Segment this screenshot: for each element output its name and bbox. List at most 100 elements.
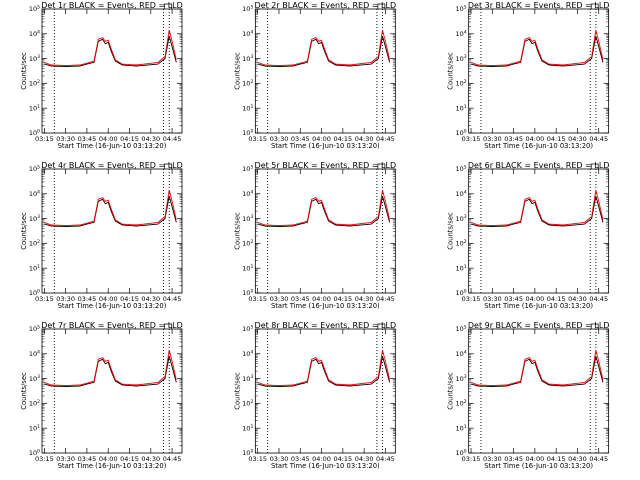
plot-frame [254, 8, 396, 134]
interval-bracket [377, 163, 386, 169]
y-tick-label: 105 [29, 5, 40, 14]
series-line-lld [44, 190, 177, 227]
y-tick-label: 104 [456, 189, 467, 198]
x-tick-label: 04:45 [163, 135, 182, 143]
x-tick-label: 04:00 [99, 455, 118, 463]
interval-bracket [377, 3, 386, 9]
x-tick-label: 04:15 [547, 295, 566, 303]
plot-frame [41, 328, 183, 454]
y-tick-label: 100 [29, 449, 40, 458]
x-tick-label: 03:45 [78, 295, 97, 303]
y-tick-label: 102 [456, 239, 467, 248]
x-tick-label: 03:30 [56, 135, 75, 143]
y-tick-label: 102 [242, 239, 253, 248]
y-tick-label: 105 [29, 325, 40, 334]
chart-title: Det 1r BLACK = Events, RED = LLD [41, 1, 183, 10]
series-line-lld [257, 190, 391, 227]
series-line-events [470, 36, 604, 67]
y-tick-label: 101 [29, 264, 40, 273]
chart-title: Det 5r BLACK = Events, RED = LLD [255, 161, 397, 170]
y-tick-label: 104 [29, 29, 40, 38]
chart-title: Det 2r BLACK = Events, RED = LLD [255, 1, 397, 10]
chart-title: Det 9r BLACK = Events, RED = LLD [468, 321, 610, 330]
x-axis-label: Start Time (16-Jun-10 03:13:20) [484, 462, 593, 470]
y-tick-label: 101 [29, 424, 40, 433]
y-tick-label: 105 [29, 165, 40, 174]
chart-panel: Det 8r BLACK = Events, RED = LLD 100 101 10… [233, 321, 396, 470]
y-axis-label: Counts/sec [20, 212, 28, 250]
x-tick-label: 04:00 [99, 135, 118, 143]
plot-frame [468, 168, 610, 294]
y-tick-label: 103 [456, 374, 467, 383]
y-tick-label: 102 [456, 79, 467, 88]
x-axis-label: Start Time (16-Jun-10 03:13:20) [271, 302, 380, 310]
y-tick-label: 101 [456, 264, 467, 273]
x-tick-label: 04:30 [355, 135, 374, 143]
x-tick-label: 04:30 [355, 455, 374, 463]
chart-panel: Det 4r BLACK = Events, RED = LLD 100 101 10… [20, 161, 183, 310]
x-tick-label: 04:00 [526, 295, 545, 303]
x-tick-label: 03:15 [35, 455, 54, 463]
x-tick-label: 03:30 [56, 455, 75, 463]
chart-title: Det 4r BLACK = Events, RED = LLD [41, 161, 183, 170]
series-line-events [44, 36, 177, 67]
y-tick-label: 104 [29, 349, 40, 358]
x-tick-label: 04:30 [568, 295, 587, 303]
y-tick-label: 100 [29, 129, 40, 138]
y-tick-label: 105 [456, 325, 467, 334]
x-tick-label: 03:30 [483, 135, 502, 143]
series-line-lld [257, 30, 391, 67]
y-tick-label: 104 [242, 29, 253, 38]
x-tick-label: 03:30 [270, 295, 289, 303]
x-tick-label: 04:00 [312, 455, 331, 463]
x-tick-label: 03:45 [291, 135, 310, 143]
chart-panel: Det 7r BLACK = Events, RED = LLD 100 101 10… [20, 321, 183, 470]
x-tick-label: 04:15 [547, 455, 566, 463]
plot-frame [254, 168, 396, 294]
x-axis-label: Start Time (16-Jun-10 03:13:20) [271, 142, 380, 150]
y-axis-label: Counts/sec [233, 212, 241, 250]
x-tick-label: 04:00 [99, 295, 118, 303]
x-tick-label: 04:00 [312, 135, 331, 143]
y-axis-label: Counts/sec [447, 212, 455, 250]
series-line-events [257, 356, 391, 387]
series-line-lld [470, 350, 604, 387]
interval-bracket [377, 323, 386, 329]
x-tick-label: 03:30 [270, 455, 289, 463]
x-tick-label: 04:30 [141, 135, 160, 143]
y-tick-label: 100 [456, 129, 467, 138]
x-tick-label: 04:45 [163, 455, 182, 463]
x-tick-label: 03:30 [270, 135, 289, 143]
series-line-lld [470, 30, 604, 67]
series-line-events [257, 196, 391, 227]
x-tick-label: 03:30 [56, 295, 75, 303]
y-tick-label: 101 [242, 424, 253, 433]
y-tick-label: 104 [242, 349, 253, 358]
x-tick-label: 03:45 [78, 455, 97, 463]
x-tick-label: 04:00 [312, 295, 331, 303]
y-tick-label: 103 [456, 214, 467, 223]
x-tick-label: 03:15 [248, 455, 267, 463]
series-line-lld [44, 350, 177, 387]
x-tick-label: 04:00 [526, 135, 545, 143]
y-tick-label: 101 [456, 424, 467, 433]
x-tick-label: 04:15 [120, 455, 139, 463]
chart-panel: Det 1r BLACK = Events, RED = LLD 100 101 10… [20, 1, 183, 150]
x-tick-label: 04:15 [333, 295, 352, 303]
x-tick-label: 03:15 [462, 135, 481, 143]
y-tick-label: 100 [456, 449, 467, 458]
y-tick-label: 100 [242, 129, 253, 138]
x-tick-label: 03:45 [291, 455, 310, 463]
plot-frame [41, 8, 183, 134]
x-tick-label: 03:45 [504, 295, 523, 303]
series-line-lld [257, 350, 391, 387]
plot-frame [468, 328, 610, 454]
y-tick-label: 103 [29, 214, 40, 223]
y-tick-label: 103 [456, 54, 467, 63]
chart-title: Det 8r BLACK = Events, RED = LLD [255, 321, 397, 330]
y-tick-label: 103 [242, 374, 253, 383]
series-line-events [44, 196, 177, 227]
x-tick-label: 03:45 [504, 455, 523, 463]
y-tick-label: 100 [242, 289, 253, 298]
